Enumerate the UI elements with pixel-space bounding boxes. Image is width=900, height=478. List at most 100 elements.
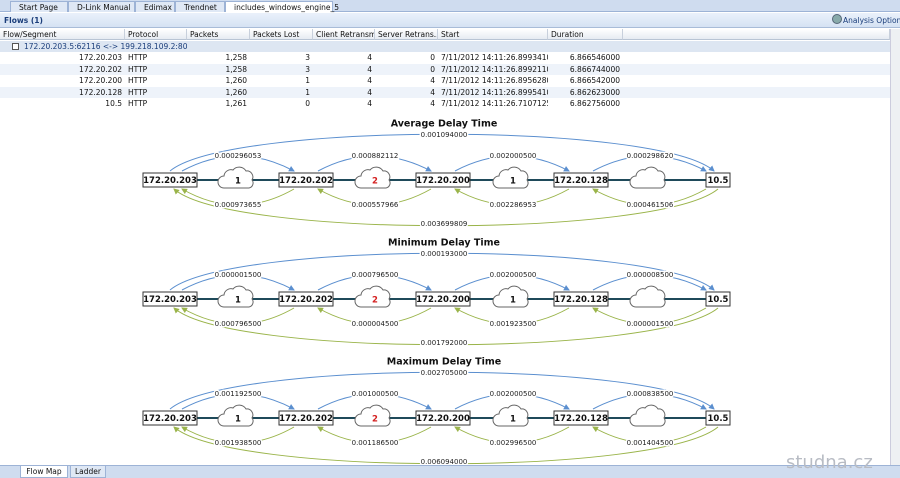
return-delay: 0.002996500 xyxy=(490,439,537,447)
table-cell: 7/11/2012 14:11:26.899541000 xyxy=(441,87,548,97)
table-cell: 3 xyxy=(305,53,310,62)
return-total: 0.006094000 xyxy=(421,458,468,465)
table-row[interactable] xyxy=(0,75,890,87)
return-arrow xyxy=(454,307,570,325)
node-box xyxy=(142,291,198,307)
node-label: 10.5 xyxy=(708,176,729,186)
node-label: 172.20.203 xyxy=(143,414,197,424)
forward-delay: 0.000008500 xyxy=(627,271,674,279)
tab[interactable]: Trendnet xyxy=(175,1,225,12)
cloud xyxy=(217,166,254,189)
table-cell: 1,258 xyxy=(225,53,247,62)
cloud xyxy=(354,285,391,308)
map-scrollbar[interactable] xyxy=(890,111,900,465)
column-header[interactable]: Duration xyxy=(548,29,623,40)
tab[interactable]: Flow Map xyxy=(20,466,68,478)
table-row[interactable] xyxy=(0,52,890,64)
cloud xyxy=(354,404,391,427)
return-delay: 0.000001500 xyxy=(627,320,674,328)
node-box xyxy=(415,172,471,188)
bottom-tab-bar: Flow Map Ladder xyxy=(0,465,900,478)
table-scrollbar[interactable] xyxy=(890,29,900,111)
forward-delay: 0.000296053 xyxy=(215,152,262,160)
return-delay: 0.000796500 xyxy=(215,320,262,328)
table-cell: HTTP xyxy=(128,53,148,62)
column-header[interactable]: Start xyxy=(438,29,548,40)
table-cell: 1 xyxy=(305,87,310,97)
analysis-options[interactable]: Analysis Options xyxy=(843,16,900,25)
node-label: 172.20.202 xyxy=(279,176,333,186)
return-delay: 0.000973655 xyxy=(215,201,262,209)
column-header[interactable]: Packets xyxy=(187,29,250,40)
cloud xyxy=(492,285,529,308)
diagram-title: Average Delay Time xyxy=(391,119,498,130)
checkbox[interactable] xyxy=(12,43,19,50)
table-cell: 4 xyxy=(367,99,372,108)
table-cell: 4 xyxy=(367,76,372,85)
tab[interactable]: D-Link Manual xyxy=(68,1,135,12)
node-box xyxy=(705,291,731,307)
table-cell: 172.20.128 xyxy=(79,87,122,97)
column-header[interactable]: Protocol xyxy=(125,29,187,40)
table-cell: HTTP xyxy=(128,76,148,85)
column-header[interactable]: Packets Lost xyxy=(250,29,313,40)
node-label: 172.20.200 xyxy=(416,414,470,424)
return-arrow xyxy=(592,426,707,444)
return-total: 0.003699809 xyxy=(421,220,468,228)
tab[interactable]: Start Page xyxy=(10,1,68,12)
node-box xyxy=(142,172,198,188)
cloud xyxy=(629,166,666,189)
cloud-label: 1 xyxy=(235,177,241,187)
forward-arrow xyxy=(181,393,295,410)
node-box xyxy=(705,410,731,426)
group-row xyxy=(0,41,890,52)
table-cell: 6.862623000 xyxy=(569,87,620,97)
cloud-label: 2 xyxy=(372,415,378,425)
table-row[interactable] xyxy=(0,98,890,110)
column-header[interactable]: Server Retrans... xyxy=(375,29,438,40)
column-header[interactable]: Client Retransmi... xyxy=(313,29,375,40)
forward-arrow xyxy=(454,155,570,172)
table-cell: 6.866542000 xyxy=(569,76,620,85)
table-cell: 1,260 xyxy=(225,76,247,85)
column-header[interactable]: Flow/Segment xyxy=(0,29,125,40)
forward-total-arrow xyxy=(169,371,715,410)
return-total-arrow xyxy=(173,188,719,227)
table-cell: 7/11/2012 14:11:26.895628000 xyxy=(441,76,548,85)
cloud xyxy=(217,404,254,427)
forward-delay: 0.000298620 xyxy=(627,152,674,160)
return-arrow xyxy=(454,426,570,444)
tab[interactable]: Edimax xyxy=(135,1,175,12)
table-row[interactable] xyxy=(0,63,890,75)
table-cell: 6.862756000 xyxy=(569,99,620,108)
table-cell: HTTP xyxy=(128,64,148,74)
cloud-label: 1 xyxy=(510,415,516,425)
node-label: 172.20.203 xyxy=(143,295,197,305)
tab[interactable]: Ladder xyxy=(70,466,106,478)
forward-arrow xyxy=(454,393,570,410)
node-box xyxy=(278,410,334,426)
return-delay: 0.001923500 xyxy=(490,320,537,328)
forward-arrow xyxy=(454,274,570,291)
forward-delay: 0.000796500 xyxy=(352,271,399,279)
node-label: 172.20.128 xyxy=(554,176,608,186)
table-cell: 4 xyxy=(430,76,435,85)
diagram-title: Minimum Delay Time xyxy=(388,238,500,249)
table-row[interactable] xyxy=(0,86,890,98)
table-cell: HTTP xyxy=(128,87,148,97)
cloud-label: 2 xyxy=(372,177,378,187)
node-box xyxy=(278,172,334,188)
flows-title: Flows (1) xyxy=(4,16,43,25)
node-label: 172.20.202 xyxy=(279,414,333,424)
return-delay: 0.000004500 xyxy=(352,320,399,328)
table-cell: 10.5 xyxy=(105,99,122,108)
tab-bar: Start Page D-Link Manual Edimax Trendnet inc… xyxy=(0,0,900,12)
forward-arrow xyxy=(592,274,707,291)
node-label: 10.5 xyxy=(708,295,729,305)
return-arrow xyxy=(454,188,570,206)
table-cell: 0 xyxy=(430,64,435,74)
table-cell: 172.20.203 xyxy=(79,53,122,62)
node-label: 172.20.128 xyxy=(554,414,608,424)
tab[interactable]: includes_windows_engine_5 xyxy=(225,1,339,12)
